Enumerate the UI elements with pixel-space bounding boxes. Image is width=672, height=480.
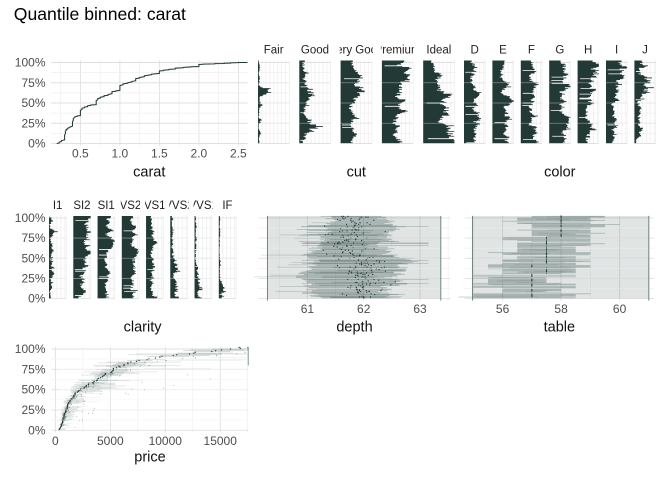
svg-text:depth: depth [336,320,372,336]
svg-text:VS1: VS1 [144,200,166,212]
svg-text:Fair: Fair [264,44,284,56]
svg-text:Quantile binned: carat: Quantile binned: carat [14,4,186,24]
svg-text:IF: IF [222,200,232,212]
svg-text:cut: cut [347,165,366,181]
svg-text:2.5: 2.5 [230,147,247,161]
svg-text:100%: 100% [15,211,46,225]
svg-text:62: 62 [357,302,371,316]
svg-text:E: E [499,44,507,56]
svg-text:clarity: clarity [124,320,163,336]
svg-text:SI2: SI2 [73,200,90,212]
svg-text:50%: 50% [21,383,45,397]
svg-text:75%: 75% [21,231,45,245]
svg-text:I: I [615,44,618,56]
svg-text:2.0: 2.0 [191,147,208,161]
svg-text:color: color [544,165,576,181]
svg-text:0: 0 [52,434,59,448]
svg-text:25%: 25% [21,271,45,285]
svg-text:60: 60 [613,302,627,316]
svg-text:50%: 50% [21,251,45,265]
svg-text:Good: Good [301,44,329,56]
svg-text:price: price [134,450,165,466]
svg-text:15000: 15000 [204,434,238,448]
svg-text:25%: 25% [21,116,45,130]
svg-text:H: H [584,44,592,56]
svg-text:G: G [555,44,564,56]
svg-text:0.5: 0.5 [72,147,89,161]
svg-text:1.0: 1.0 [112,147,129,161]
svg-text:F: F [528,44,535,56]
svg-text:SI1: SI1 [98,200,115,212]
svg-text:50%: 50% [21,96,45,110]
svg-text:VS2: VS2 [120,200,142,212]
svg-text:10000: 10000 [149,434,183,448]
svg-text:J: J [642,44,648,56]
svg-text:0%: 0% [28,292,46,306]
svg-text:75%: 75% [21,362,45,376]
svg-text:58: 58 [554,302,568,316]
svg-text:56: 56 [496,302,510,316]
svg-text:1.5: 1.5 [151,147,168,161]
svg-text:0%: 0% [28,137,46,151]
svg-text:100%: 100% [15,342,46,356]
svg-text:75%: 75% [21,76,45,90]
svg-text:5000: 5000 [97,434,124,448]
svg-text:100%: 100% [15,56,46,70]
svg-text:table: table [544,320,575,336]
svg-text:63: 63 [413,302,427,316]
svg-text:Ideal: Ideal [426,44,451,56]
svg-text:D: D [470,44,478,56]
svg-text:VVS2: VVS2 [164,200,193,212]
svg-text:61: 61 [301,302,315,316]
svg-text:carat: carat [133,165,165,181]
svg-text:0%: 0% [28,423,46,437]
svg-text:Premium: Premium [375,44,421,56]
svg-text:VVS1: VVS1 [188,200,217,212]
svg-text:25%: 25% [21,403,45,417]
svg-text:Very Good: Very Good [329,44,383,56]
svg-text:I1: I1 [53,200,63,212]
